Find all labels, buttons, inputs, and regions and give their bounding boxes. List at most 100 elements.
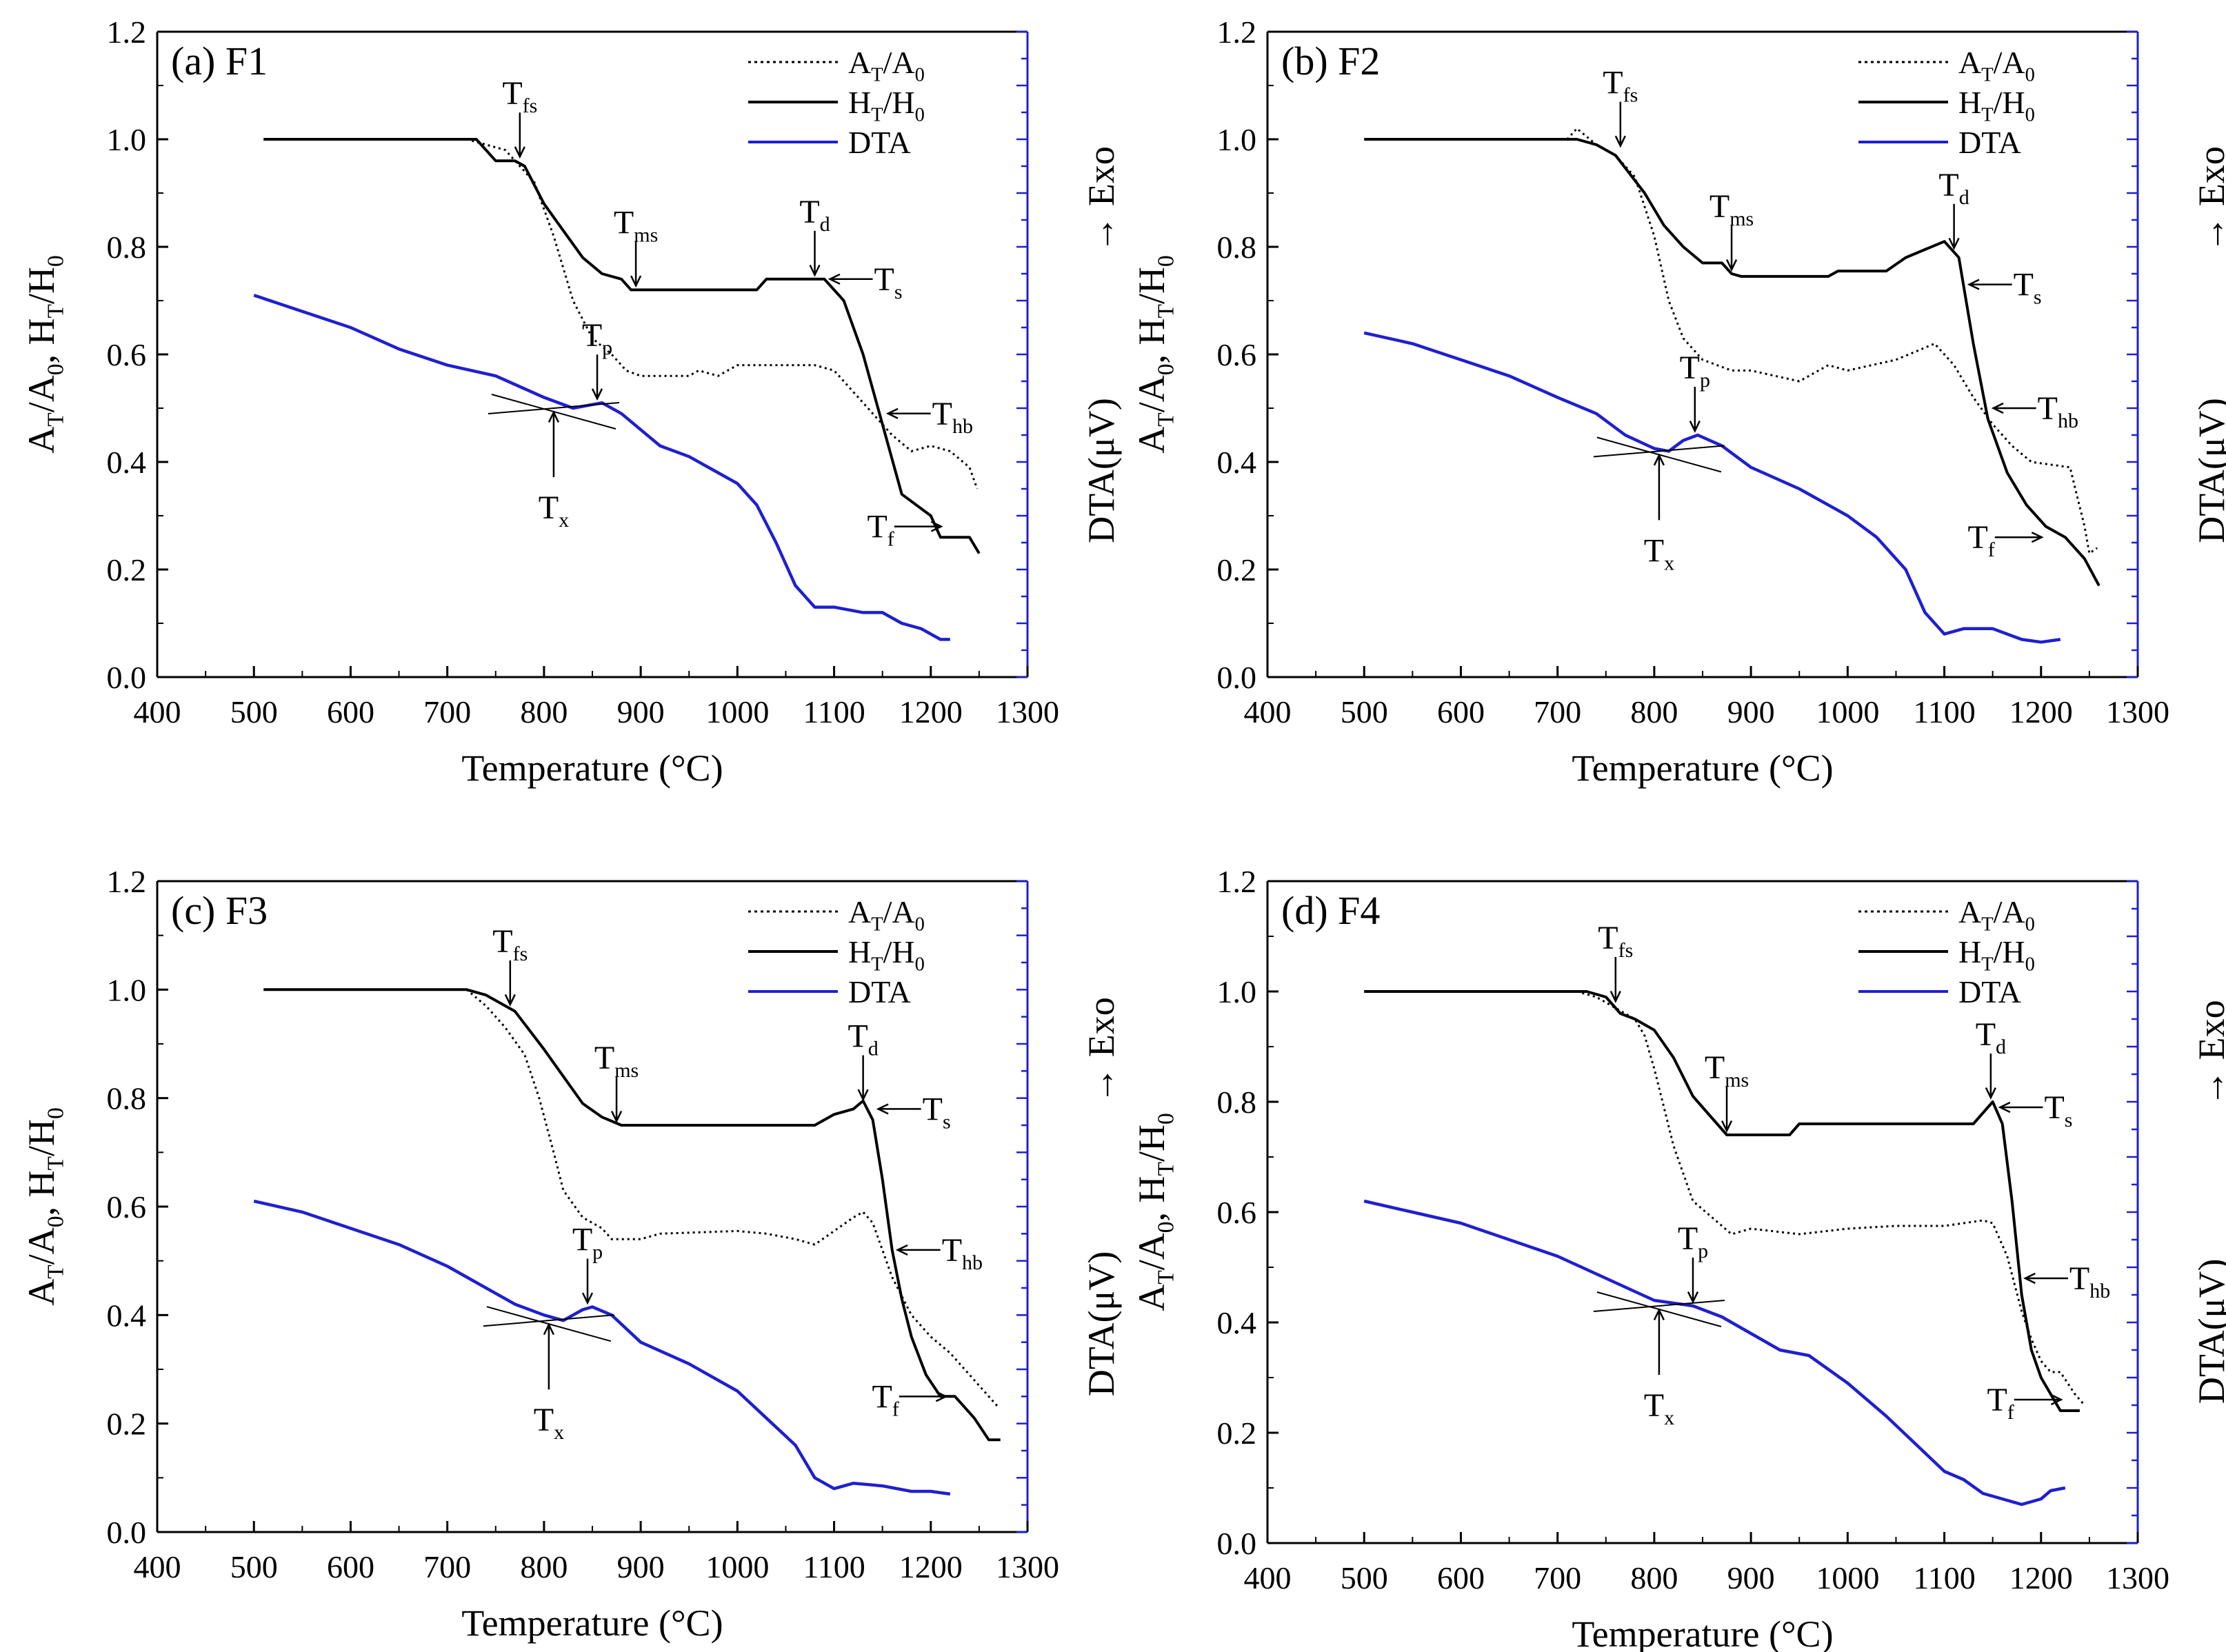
y-tick-label: 0.2 — [1217, 552, 1257, 587]
y-axis-right-label: DTA(μV) — [2191, 398, 2226, 543]
y-tick-label: 0.2 — [107, 1407, 147, 1442]
annotation-arrowhead — [1948, 237, 1960, 250]
y-tick-label: 0.4 — [1217, 445, 1257, 480]
legend-label: HT​/H0​ — [1958, 85, 2035, 126]
x-tick-label: 1200 — [2009, 694, 2073, 729]
x-tick-label: 400 — [1244, 694, 1292, 729]
annotation-arrowhead — [514, 146, 525, 159]
annotation-Thb: Thb — [932, 396, 973, 438]
annotation-Tx: Tx — [539, 490, 569, 532]
annotation-Tp: Tp — [582, 317, 612, 359]
legend-label: HT​/H0​ — [1958, 934, 2035, 976]
y-axis-right-label: DTA(μV) — [1081, 1251, 1122, 1397]
series-line-hth0 — [263, 988, 1001, 1442]
annotation-arrowhead — [1967, 279, 1980, 290]
annotation-Tp: Tp — [1678, 1220, 1708, 1262]
annotation-arrowhead — [610, 1111, 623, 1123]
y-tick-label: 0.8 — [107, 230, 147, 265]
annotation-Tfs: Tfs — [492, 923, 528, 965]
y-tick-label: 0.4 — [107, 1298, 147, 1333]
annotation-arrowhead — [895, 1244, 908, 1256]
y-axis-label-group: AT​/A0​, HT​/H0​ — [1131, 255, 1179, 453]
annotation-Tfs: Tfs — [1598, 920, 1633, 962]
y-axis-label: AT​/A0​, HT​/H0​ — [21, 1107, 69, 1305]
y-tick-label: 0.0 — [107, 660, 147, 695]
legend-label: DTA — [848, 125, 911, 160]
x-axis-label: Temperature (°C) — [461, 747, 723, 789]
y-tick-label: 0.0 — [1217, 660, 1257, 695]
chart-panel-b: 400 500 600 700 800 900 1000 1100 1200 1300 0.0 0.2… — [1131, 14, 2226, 789]
annotation-Ts: Ts — [874, 261, 903, 303]
annotation-arrowhead — [2050, 1393, 2063, 1406]
annotation-arrowhead — [1610, 991, 1621, 1003]
series-line-dta — [1363, 1199, 2066, 1507]
annotation-arrowhead — [581, 1292, 594, 1305]
annotation-Tx: Tx — [534, 1402, 564, 1444]
chart-panel-a: 400 500 600 700 800 900 1000 1100 1200 1300 0.0 0.2… — [21, 14, 1122, 789]
annotation-arrowhead — [548, 410, 559, 423]
y-tick-label: 1.2 — [1217, 864, 1257, 899]
legend-label: DTA — [1958, 125, 2021, 160]
y-tick-label: 0.4 — [1217, 1305, 1257, 1340]
annotation-Td: Td — [1976, 1016, 2006, 1058]
exo-label-group: → Exo — [2191, 146, 2226, 253]
chart-panel-d: 400 500 600 700 800 900 1000 1100 1200 1300 0.0 0.2… — [1131, 864, 2226, 1652]
annotation-Tx: Tx — [1644, 1387, 1674, 1429]
annotation-arrowhead — [935, 1391, 948, 1402]
series-line-hth0 — [1364, 990, 2080, 1412]
panel-label: (a) F1 — [171, 39, 268, 83]
y-tick-label: 0.4 — [107, 445, 147, 480]
chart-panel-c: 400 500 600 700 800 900 1000 1100 1200 1300 0.0 0.2… — [21, 864, 1122, 1644]
annotation-arrowhead — [630, 275, 642, 288]
annotation-arrowhead — [1991, 402, 2004, 414]
exo-label: → Exo — [1081, 997, 1122, 1104]
x-tick-label: 1000 — [705, 694, 769, 729]
x-tick-label: 900 — [1727, 1560, 1775, 1595]
tangent-line — [488, 402, 619, 414]
annotation-Thb: Thb — [942, 1232, 983, 1274]
y-tick-label: 0.2 — [1217, 1416, 1257, 1451]
annotation-Tfs: Tfs — [502, 75, 537, 117]
x-tick-label: 700 — [1534, 694, 1581, 729]
series-line-dta — [253, 1199, 951, 1496]
annotation-Tf: Tf — [1987, 1382, 2014, 1424]
x-tick-label: 700 — [423, 694, 471, 729]
x-tick-label: 1100 — [1913, 694, 1975, 729]
annotation-arrowhead — [1725, 259, 1738, 272]
annotation-Ts: Ts — [2044, 1089, 2072, 1131]
annotation-Tfs: Tfs — [1603, 65, 1638, 107]
annotation-arrowhead — [1985, 1087, 1996, 1100]
annotation-Thb: Thb — [2069, 1260, 2110, 1302]
x-tick-label: 800 — [520, 1549, 568, 1584]
x-axis-label: Temperature (°C) — [461, 1602, 723, 1644]
annotation-arrowhead — [1653, 453, 1665, 466]
y-axis-label: AT​/A0​, HT​/H0​ — [21, 255, 69, 453]
annotation-arrowhead — [1721, 1120, 1733, 1133]
x-tick-label: 900 — [617, 1549, 665, 1584]
y-tick-label: 0.2 — [107, 552, 147, 587]
x-tick-label: 800 — [1630, 694, 1678, 729]
y-tick-label: 0.6 — [1217, 1195, 1257, 1230]
series-line-hth0 — [263, 138, 981, 554]
series-line-ata0 — [1576, 990, 2086, 1406]
x-tick-label: 1100 — [803, 1549, 865, 1584]
y-tick-label: 0.6 — [107, 1189, 147, 1225]
x-tick-label: 1200 — [899, 694, 963, 729]
annotation-arrowhead — [543, 1322, 554, 1336]
annotation-arrowhead — [1687, 1291, 1699, 1304]
y-right-label-group: DTA(μV) — [1081, 398, 1122, 543]
series-line-dta — [253, 294, 950, 641]
annotation-arrowhead — [828, 273, 841, 285]
annotation-arrowhead — [857, 1089, 869, 1102]
annotation-Tp: Tp — [572, 1222, 603, 1264]
y-axis-label: AT​/A0​, HT​/H0​ — [1131, 1113, 1179, 1311]
annotation-arrowhead — [1689, 421, 1701, 433]
y-tick-label: 1.0 — [107, 972, 147, 1007]
exo-label: → Exo — [1081, 146, 1122, 253]
annotation-Tms: Tms — [594, 1040, 639, 1082]
y-axis-right-label: DTA(μV) — [2191, 1259, 2226, 1404]
legend-label: AT​/A0​ — [1958, 45, 2035, 86]
annotation-arrowhead — [2023, 1272, 2036, 1285]
annotation-arrowhead — [1653, 1308, 1665, 1320]
y-axis-right-label: DTA(μV) — [1081, 398, 1122, 543]
